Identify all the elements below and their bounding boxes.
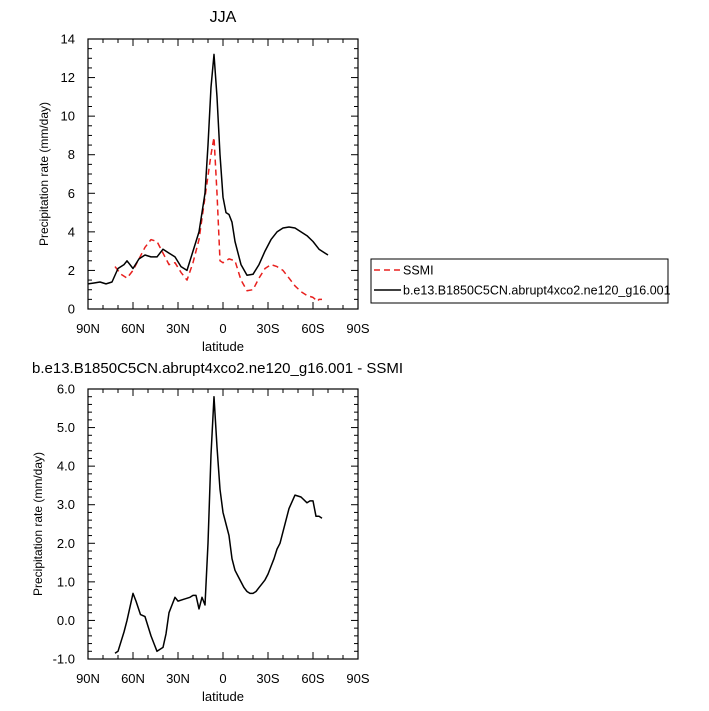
x-axis-label: latitude xyxy=(202,339,244,354)
x-tick-label: 90N xyxy=(76,671,100,686)
y-tick-label: 4 xyxy=(68,224,75,239)
x-tick-label: 60N xyxy=(121,671,145,686)
plot-frame xyxy=(87,388,359,660)
y-tick-label: 6 xyxy=(68,186,75,201)
y-axis-label: Precipitation rate (mm/day) xyxy=(31,452,45,596)
x-tick-label: 90S xyxy=(346,321,369,336)
y-tick-label: 14 xyxy=(61,32,75,47)
y-tick-label: 6.0 xyxy=(57,382,75,397)
legend-box xyxy=(370,258,669,304)
series-line-1 xyxy=(87,53,329,285)
x-axis-label: latitude xyxy=(202,689,244,704)
x-tick-label: 60S xyxy=(301,321,324,336)
y-tick-label: 4.0 xyxy=(57,459,75,474)
y-tick-label: -1.0 xyxy=(53,652,75,667)
y-tick-label: 10 xyxy=(61,109,75,124)
x-tick-label: 60S xyxy=(301,671,324,686)
y-tick-label: 0.0 xyxy=(57,613,75,628)
legend-label-0: SSMI xyxy=(403,264,434,278)
chart-title: b.e13.B1850C5CN.abrupt4xco2.ne120_g16.00… xyxy=(32,360,403,377)
x-tick-label: 0 xyxy=(219,671,226,686)
y-tick-label: 3.0 xyxy=(57,497,75,512)
y-axis-label: Precipitation rate (mm/day) xyxy=(37,102,51,246)
series-line-0 xyxy=(114,395,323,654)
y-tick-label: 0 xyxy=(68,302,75,317)
top-panel: JJA 90N 60N 30N 0 30S 60S 90S 0 2 4 6 8 10 12 14 latitud… xyxy=(37,9,671,354)
x-tick-label: 30S xyxy=(256,671,279,686)
x-tick-label: 90S xyxy=(346,671,369,686)
y-tick-label: 2 xyxy=(68,263,75,278)
legend-label-1: b.e13.B1850C5CN.abrupt4xco2.ne120_g16.00… xyxy=(403,284,671,298)
plot-frame xyxy=(87,38,359,310)
y-tick-label: 2.0 xyxy=(57,536,75,551)
series-line-0 xyxy=(114,136,322,303)
y-tick-label: 1.0 xyxy=(57,574,75,589)
y-tick-label: 12 xyxy=(61,70,75,85)
bottom-panel: b.e13.B1850C5CN.abrupt4xco2.ne120_g16.00… xyxy=(31,360,403,704)
x-tick-label: 30S xyxy=(256,321,279,336)
x-tick-label: 30N xyxy=(166,321,190,336)
x-tick-label: 30N xyxy=(166,671,190,686)
x-tick-label: 90N xyxy=(76,321,100,336)
y-tick-label: 5.0 xyxy=(57,420,75,435)
x-tick-label: 0 xyxy=(219,321,226,336)
x-tick-label: 60N xyxy=(121,321,145,336)
chart-title: JJA xyxy=(210,9,237,26)
y-tick-label: 8 xyxy=(68,147,75,162)
